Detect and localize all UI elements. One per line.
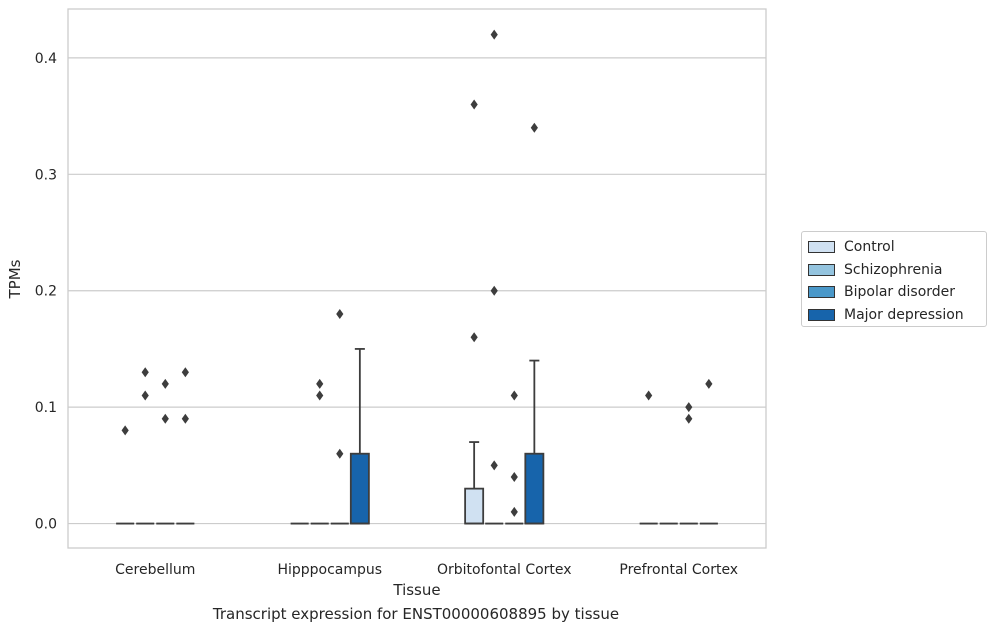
outlier-point	[141, 367, 149, 378]
y-axis-title: TPMs	[6, 259, 24, 299]
box-group	[136, 367, 155, 525]
box-group	[310, 378, 329, 525]
outlier-point	[490, 29, 498, 40]
legend-label-bipolar-disorder: Bipolar disorder	[844, 284, 956, 301]
outlier-point	[510, 471, 518, 482]
box-group	[485, 29, 504, 525]
box-group	[505, 390, 524, 525]
outlier-point	[685, 402, 693, 413]
box-rect	[524, 452, 545, 525]
y-tick-label: 0.3	[35, 167, 57, 183]
y-tick-label: 0.1	[35, 400, 57, 416]
legend-label-control: Control	[844, 239, 895, 256]
box-group	[639, 390, 658, 525]
outlier-point	[490, 285, 498, 296]
outlier-point	[141, 390, 149, 401]
box-group	[156, 378, 175, 525]
legend-swatch-major-depression	[808, 308, 835, 321]
box-group	[116, 425, 135, 525]
legend-item-control: Control	[808, 236, 986, 259]
box-group	[699, 378, 718, 525]
box-group	[176, 367, 195, 525]
outlier-point	[161, 413, 169, 424]
y-tick-label: 0.0	[35, 517, 57, 533]
y-tick-label: 0.2	[35, 284, 57, 300]
outlier-point	[510, 390, 518, 401]
outlier-point	[336, 309, 344, 320]
legend-label-schizophrenia: Schizophrenia	[844, 261, 943, 278]
legend: Control Schizophrenia Bipolar disorder M…	[801, 231, 987, 327]
outlier-point	[705, 378, 713, 389]
y-tick-labels: 0.0 0.1 0.2 0.3 0.4	[35, 51, 57, 533]
outlier-point	[530, 122, 538, 133]
x-tick-label: Cerebellum	[115, 562, 195, 578]
legend-label-major-depression: Major depression	[844, 306, 964, 323]
box-group	[349, 348, 370, 525]
legend-swatch-control	[808, 241, 835, 254]
outlier-point	[470, 332, 478, 343]
box-group	[330, 309, 349, 525]
box-rect	[464, 487, 485, 525]
x-tick-labels: Cerebellum Hipppocampus Orbitofontal Corte…	[115, 562, 738, 578]
outlier-point	[470, 99, 478, 110]
y-tick-label: 0.4	[35, 51, 57, 67]
legend-item-major-depression: Major depression	[808, 304, 986, 327]
outlier-point	[316, 390, 324, 401]
legend-item-bipolar-disorder: Bipolar disorder	[808, 281, 986, 304]
chart-caption: Transcript expression for ENST0000060889…	[212, 605, 620, 623]
outlier-point	[645, 390, 653, 401]
box-group	[679, 402, 698, 525]
x-axis-title: Tissue	[392, 581, 440, 599]
box-group	[524, 122, 545, 525]
outlier-point	[336, 448, 344, 459]
outlier-point	[181, 367, 189, 378]
x-tick-label: Hipppocampus	[277, 562, 382, 578]
outlier-point	[316, 378, 324, 389]
box-rect	[349, 452, 370, 525]
outlier-point	[121, 425, 129, 436]
x-tick-label: Orbitofontal Cortex	[437, 562, 572, 578]
x-tick-label: Prefrontal Cortex	[619, 562, 738, 578]
outlier-point	[181, 413, 189, 424]
outlier-point	[161, 378, 169, 389]
box-group	[464, 99, 485, 525]
plot-area	[67, 8, 767, 549]
outlier-point	[510, 506, 518, 517]
boxes	[116, 29, 718, 525]
legend-swatch-bipolar-disorder	[808, 286, 835, 299]
outlier-point	[490, 460, 498, 471]
outlier-point	[685, 413, 693, 424]
legend-swatch-schizophrenia	[808, 263, 835, 276]
legend-item-schizophrenia: Schizophrenia	[808, 259, 986, 282]
